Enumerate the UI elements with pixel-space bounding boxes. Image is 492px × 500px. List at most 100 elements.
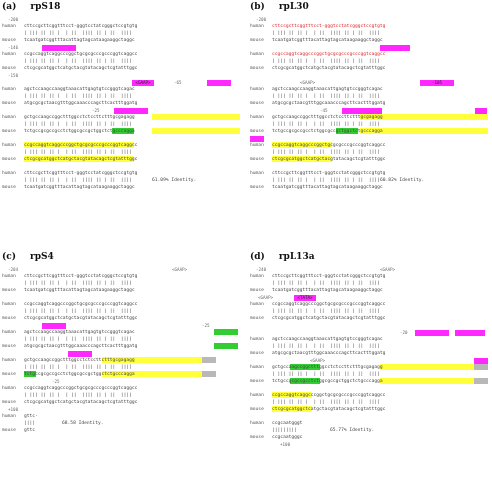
seq-human: gctgccaagccggctttggcctctccttctttgcgagagg <box>272 365 383 370</box>
seq-human: cttccgcttcggtttcct-gggtcctatcgggctccgtgt… <box>24 171 138 176</box>
row-label-human: human <box>250 302 264 307</box>
seq-human: cttccgcttcggtttcct-gggtcctatcgggctccgtgt… <box>24 24 138 29</box>
panel-c-alignment: -204 <GAAP> human cttccgcttcggtttcct-gggtc… <box>2 266 242 434</box>
seq-human: cttccgcttcggtttcct-gggtcctatcgggctccgtgt… <box>272 171 386 176</box>
match-line: | ||| || || | | || |||| || | || |||| <box>272 309 380 314</box>
row-label-mouse: mouse <box>2 428 16 433</box>
seq-mouse: atgcgcgctaacgtttggcaaacccagcttcactttggat… <box>24 101 138 106</box>
seq-human: agctccaagccaaggtaaacattgagtgtccgggtcagac <box>272 337 383 342</box>
seq-mouse: ctcgcgcatggctcatgctacgtatacagctcgtatttgg… <box>24 66 138 71</box>
row-label-human: human <box>2 171 16 176</box>
seq-human: ccgccaggtcaggcccggctgcgcgcccgcccggtcaggc… <box>272 143 386 148</box>
promoter-box <box>415 330 449 336</box>
match-line: | ||| || || | | || |||| || | || |||| <box>24 365 132 370</box>
seq-mouse: tcaatgatcggtttacattagtagcataagaaggctaggc <box>272 288 383 293</box>
row-label-mouse: mouse <box>250 129 264 134</box>
transcript-highlight <box>152 114 240 120</box>
match-line: | ||| || || | | || |||| || | || |||| <box>272 178 380 183</box>
panel-a-alignment: -200 human cttccgcttcggtttcct-gggtcctatcg… <box>2 16 242 191</box>
row-label-human: human <box>2 302 16 307</box>
position-label: -200 <box>8 17 19 22</box>
seq-mouse: tcaatgatcggtttacattagtagcataagaaggctaggc <box>24 38 135 43</box>
row-label-human: human <box>2 87 16 92</box>
seq-mouse: atgcgcgctaacgtttggcaaacccagcttcactttggat… <box>272 101 386 106</box>
row-label-mouse: mouse <box>250 185 264 190</box>
row-label-human: human <box>2 115 16 120</box>
row-label-mouse: mouse <box>2 38 16 43</box>
seq-mouse: atgcgcgctaacgtttggcaaacccagcttcactttggat… <box>24 344 138 349</box>
row-label-mouse: mouse <box>2 288 16 293</box>
match-line: | ||| || || | | || |||| || | || |||| <box>24 59 132 64</box>
gaap-label: <GAAP> <box>258 295 274 300</box>
seq-mouse: atgcgcgctaacgtttggcaaacccagcttcactttggat… <box>272 351 386 356</box>
row-label-human: human <box>2 358 16 363</box>
promoter-box <box>474 358 488 364</box>
position-label: -200 <box>256 17 267 22</box>
row-label-human: human <box>2 386 16 391</box>
match-line: | ||| || || | | || |||| || | || |||| <box>272 94 380 99</box>
panel-d: (d) rpL13a -240 <GAAP> human cttccgcttcggtt… <box>250 252 490 497</box>
gaap-label: <GAAP> <box>310 358 326 363</box>
seq-human: agctccaagccaaggtaaacattgagtgtccgggtcagac <box>24 87 135 92</box>
seq-mouse: ctcgcgcatggctcatgctacgtatacagctcgtatttgg… <box>272 316 386 321</box>
tata-box <box>68 351 92 357</box>
promoter-box <box>42 45 76 51</box>
transcript-highlight <box>24 142 134 148</box>
row-label-mouse: mouse <box>2 372 16 377</box>
seq-human: agctccaagccaaggtaaacattgagtgtccgggtcagac <box>272 87 383 92</box>
match-line: | ||| || || | | || |||| || | || |||| <box>24 309 132 314</box>
mismatch-highlight <box>474 378 488 384</box>
position-label: -25 <box>202 323 210 328</box>
match-line: | ||| || || | | || |||| || | || |||| <box>24 31 132 36</box>
row-label-human: human <box>250 421 264 426</box>
position-label: -150 <box>8 73 19 78</box>
panel-b-label: (b) <box>250 2 265 12</box>
row-label-human: human <box>250 365 264 370</box>
position-label: -240 <box>256 267 267 272</box>
start-site-highlight <box>112 128 134 134</box>
panel-a-title: (a) rpS18 <box>2 2 74 12</box>
transcript-highlight <box>380 364 478 370</box>
panel-c-title: (c) rpS4 <box>2 252 68 262</box>
position-label: -25 <box>52 379 60 384</box>
position-label: -25 <box>92 108 100 113</box>
match-line: | ||| || || | | || |||| || | || |||| <box>272 400 380 405</box>
row-label-human: human <box>2 330 16 335</box>
transcript-highlight <box>152 128 240 134</box>
seq-mouse: ctcgcgcatggctcatgctacgtatacagctcgtatttgg… <box>272 66 386 71</box>
panel-d-gene: rpL13a <box>278 252 315 262</box>
match-line: | ||| || || | | || |||| || | || |||| <box>272 122 380 127</box>
row-label-mouse: mouse <box>2 400 16 405</box>
seq-human: cttccgcttcggtttcct-gggtcctatcgggctccgtgt… <box>24 274 138 279</box>
row-label-human: human <box>250 171 264 176</box>
seq-mouse: tcaatgatcggtttacattagtagcataagaaggctaggc <box>24 288 135 293</box>
mismatch-highlight <box>474 364 488 370</box>
identity-label: 61.09% Identity. <box>152 178 197 183</box>
row-label-human: human <box>2 414 16 419</box>
panel-c: (c) rpS4 -204 <GAAP> human cttccgcttcggtttc… <box>2 252 242 497</box>
row-label-mouse: mouse <box>250 407 264 412</box>
row-label-mouse: mouse <box>250 351 264 356</box>
row-label-human: human <box>250 337 264 342</box>
row-label-human: human <box>250 143 264 148</box>
row-label-human: human <box>250 87 264 92</box>
seq-mouse: tcaatgatcggtttacattagtagcataagaaggctaggc <box>272 185 383 190</box>
transcript-highlight <box>380 378 478 384</box>
panel-a-label: (a) <box>2 2 17 12</box>
panel-b-title: (b) rpL30 <box>250 2 323 12</box>
seq-mouse: ctcgcgcatggctcatgctacgtatacagctcgtatttgg… <box>272 157 386 162</box>
transcript-highlight <box>102 357 202 363</box>
panel-b-alignment: -200 human cttccgcttcggtttcct-gggtcctatcg… <box>250 16 490 191</box>
tata-box <box>114 108 148 114</box>
row-label-human: human <box>250 24 264 29</box>
panel-d-alignment: -240 <GAAP> human cttccgcttcggtttcct-gggtc… <box>250 266 490 448</box>
seq-mouse: tctgccgcgccgcctctggcgccgctggctctgcccagga <box>24 129 135 134</box>
transcript-highlight <box>272 142 332 148</box>
transcript-highlight <box>24 156 134 162</box>
seq-human: agctccaagccaaggtaaacattgagtgtccgggtcagac <box>24 330 135 335</box>
seq-human: gctgccaagccggctttggcctctccttctttgcgagagg <box>24 358 135 363</box>
identity-label: 68.58 Identity. <box>62 421 104 426</box>
row-label-mouse: mouse <box>250 101 264 106</box>
match-line: | ||| || || | | || |||| || | || |||| <box>24 281 132 286</box>
identity-label: 60.82% Identity. <box>380 178 425 183</box>
